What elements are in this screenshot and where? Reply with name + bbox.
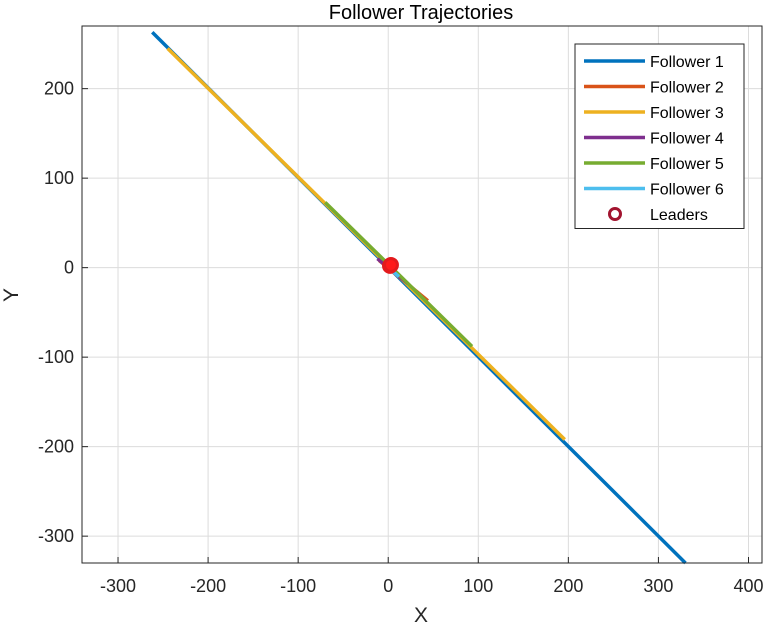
legend-label: Leaders: [650, 207, 708, 224]
y-axis-label: Y: [0, 288, 23, 302]
x-tick-label: 200: [553, 576, 583, 596]
y-tick-label: -300: [38, 526, 74, 546]
legend: Follower 1 Follower 2 Follower 3 Follower 4…: [574, 43, 745, 229]
y-tick-label: 200: [44, 79, 74, 99]
grid: [82, 26, 762, 563]
leader-markers: [382, 256, 399, 274]
legend-label: Follower 6: [650, 182, 724, 199]
x-axis-label: X: [414, 604, 428, 625]
trajectories: [151, 31, 687, 565]
leader-marker: [382, 256, 399, 273]
x-tick-label: 400: [733, 576, 763, 596]
y-tick-label: 100: [44, 168, 74, 188]
x-tick-label: -100: [280, 576, 316, 596]
chart-title: Follower Trajectories: [329, 2, 514, 24]
legend-label: Follower 2: [650, 80, 724, 97]
legend-swatch-leaders: [608, 207, 622, 221]
y-tick-labels: -300 -200 -100 0 100 200: [38, 79, 74, 547]
legend-label: Follower 1: [650, 54, 724, 71]
y-tick-label: 0: [64, 258, 74, 278]
x-tick-label: -200: [190, 576, 226, 596]
legend-label: Follower 5: [650, 156, 724, 173]
x-tick-labels: -300 -200 -100 0 100 200 300 400: [100, 576, 764, 596]
x-tick-label: -300: [100, 576, 136, 596]
legend-label: Follower 3: [650, 105, 724, 122]
y-tick-label: -100: [38, 347, 74, 367]
x-tick-label: 0: [383, 576, 393, 596]
x-tick-label: 100: [463, 576, 493, 596]
y-tick-label: -200: [38, 437, 74, 457]
legend-label: Follower 4: [650, 131, 724, 148]
axes-box: [81, 25, 763, 564]
x-tick-label: 300: [643, 576, 673, 596]
